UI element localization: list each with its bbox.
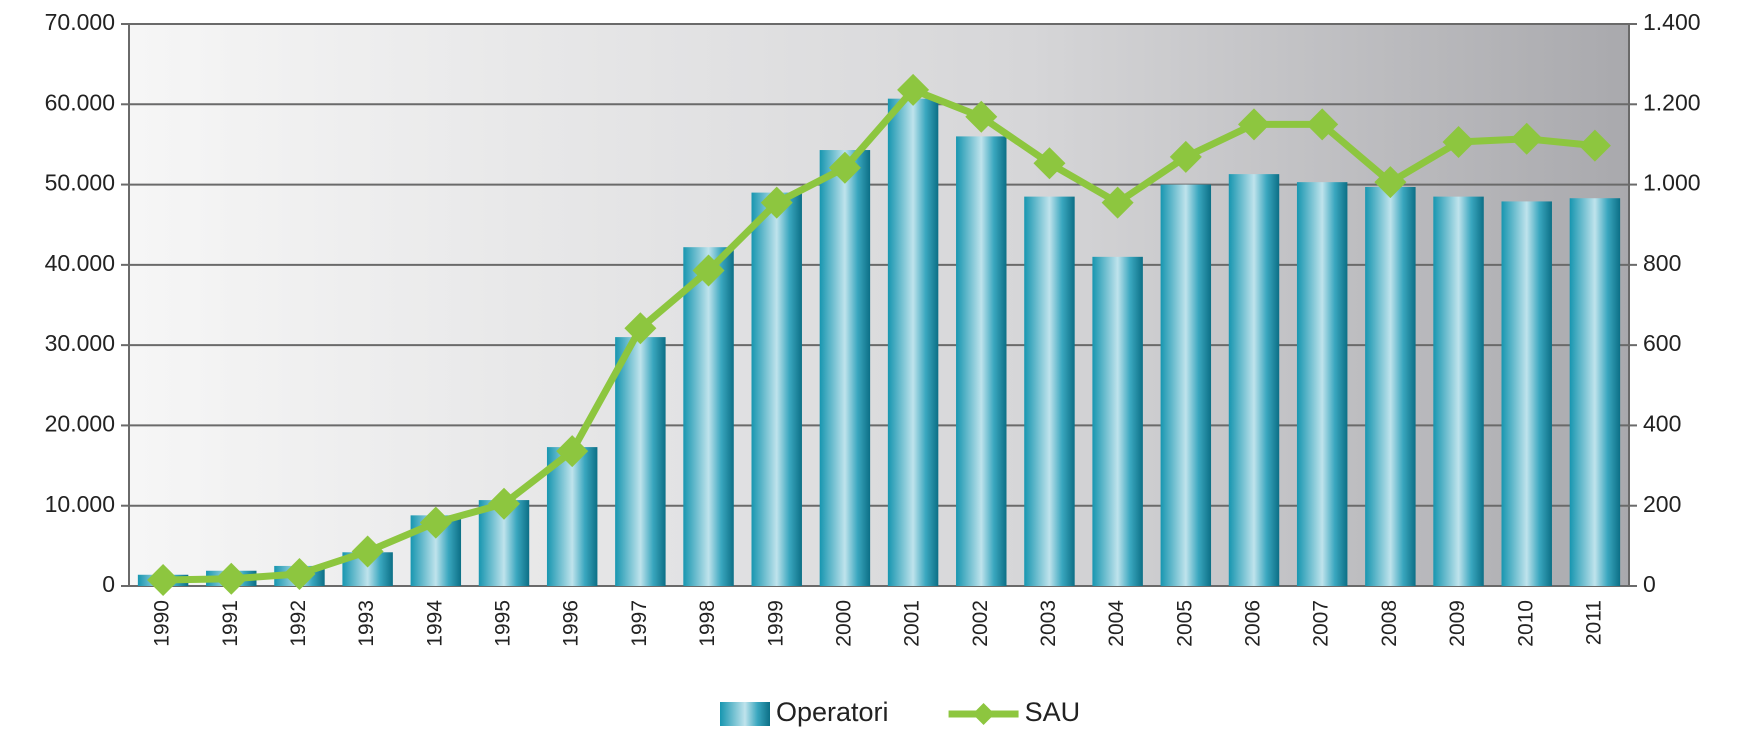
y2-tick-label: 800 [1643,250,1681,276]
x-tick-label: 2007 [1310,600,1333,647]
marker [556,435,589,468]
bar [1365,186,1416,587]
marker [283,557,316,590]
legend-marker [972,703,995,725]
marker [351,535,384,568]
y-tick-label: 0 [102,571,115,597]
x-tick-label: 2005 [1173,600,1196,647]
x-tick-label: 2001 [901,600,924,647]
x-tick-label: 2004 [1105,600,1128,647]
x-tick-label: 2000 [832,600,855,647]
y-tick-label: 40.000 [45,250,115,276]
x-tick-label: 1998 [696,600,719,647]
x-tick-label: 2008 [1378,600,1401,647]
y2-tick-label: 1.000 [1643,170,1701,196]
x-tick-label: 1999 [764,600,787,647]
marker [624,312,657,345]
x-tick-label: 1990 [151,600,174,647]
marker [965,100,998,133]
x-tick-label: 1996 [560,600,583,647]
marker [488,487,520,520]
marker [1374,166,1407,199]
bar [819,150,871,586]
y2-tick-label: 200 [1643,491,1681,517]
x-tick-label: 2003 [1037,600,1060,647]
marker [147,563,180,596]
bar [683,247,734,587]
y-tick-label: 10.000 [45,491,115,517]
marker [760,186,793,219]
x-tick-label: 2006 [1242,600,1265,647]
marker [1238,108,1270,141]
bar [956,136,1007,586]
marker [692,254,725,287]
x-tick-label: 1995 [492,600,515,647]
x-tick-label: 2011 [1582,600,1605,645]
legend-label: SAU [1025,697,1081,727]
x-tick-label: 1994 [423,600,446,647]
marker [1510,122,1543,155]
x-tick-label: 1997 [628,600,651,647]
marker [1306,108,1339,141]
x-tick-label: 2002 [969,600,992,647]
marker [1169,140,1202,173]
bar [1501,201,1552,586]
bar [546,447,598,586]
x-tick-label: 2010 [1514,600,1537,647]
y2-tick-label: 1.200 [1643,89,1701,115]
marker [215,562,248,595]
x-tick-label: 1993 [355,600,378,647]
y2-tick-label: 1.400 [1643,9,1701,35]
bar [1433,196,1484,586]
marker [419,506,452,539]
bar [1160,184,1212,587]
bar [1228,174,1280,587]
legend-swatch [720,702,770,726]
bar [887,98,939,586]
bar [1296,182,1348,587]
bar [1092,256,1143,586]
y2-tick-label: 600 [1643,330,1681,356]
x-tick-label: 2009 [1446,600,1469,647]
marker [897,73,930,106]
bar [1024,196,1075,586]
y2-tick-label: 400 [1643,411,1681,437]
marker [828,151,861,184]
marker [1033,147,1066,180]
bar [1569,198,1621,586]
y-tick-label: 60.000 [45,89,115,115]
y2-tick-label: 0 [1643,571,1656,597]
bar [615,337,666,586]
line [163,86,1596,584]
bar [751,192,802,586]
marker [1101,186,1134,219]
marker [1578,129,1611,162]
y-tick-label: 30.000 [45,330,115,356]
legend-label: Operatori [776,697,889,727]
y-tick-label: 20.000 [45,411,115,437]
x-tick-label: 1991 [219,600,242,647]
y-tick-label: 70.000 [45,9,115,35]
marker [1442,126,1475,159]
x-tick-label: 1992 [287,600,310,647]
y-tick-label: 50.000 [45,170,115,196]
